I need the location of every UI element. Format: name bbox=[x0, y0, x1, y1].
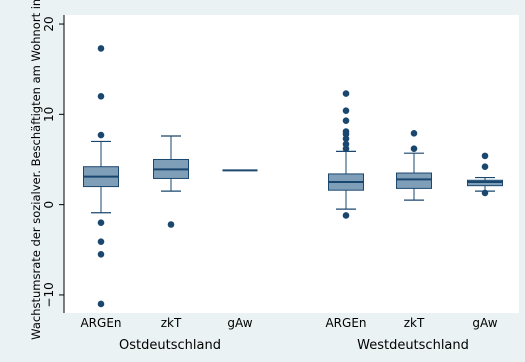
outlier-point bbox=[97, 219, 105, 226]
x-category-label: ARGEn bbox=[325, 316, 366, 330]
iqr-box bbox=[396, 172, 432, 189]
x-category-label: zkT bbox=[404, 316, 425, 330]
x-group-label: Westdeutschland bbox=[357, 338, 469, 353]
outlier-point bbox=[342, 135, 350, 143]
x-category-label: gAw bbox=[472, 316, 497, 330]
outlier-point bbox=[342, 117, 350, 124]
outlier-point bbox=[342, 212, 350, 219]
outlier-point bbox=[481, 189, 489, 197]
y-tick-label: 20 bbox=[42, 16, 56, 31]
outlier-point bbox=[342, 90, 350, 97]
y-tick-label: −10 bbox=[42, 282, 56, 307]
y-axis: −10 0 10 20 bbox=[42, 15, 65, 313]
outlier-point bbox=[410, 129, 418, 137]
plot-area bbox=[64, 15, 519, 313]
x-category-label: gAw bbox=[227, 316, 252, 330]
outlier-point bbox=[342, 145, 350, 152]
outlier-point bbox=[342, 130, 350, 138]
outlier-point bbox=[97, 45, 105, 52]
box-westdeutschland-zkt bbox=[396, 129, 432, 201]
box-ostdeutschland-zkt bbox=[153, 135, 189, 228]
x-category-label: ARGEn bbox=[80, 316, 121, 330]
box-westdeutschland-gaw bbox=[467, 152, 503, 197]
outlier-point bbox=[167, 221, 175, 228]
outlier-point bbox=[97, 251, 105, 258]
boxes-layer bbox=[83, 45, 503, 308]
outlier-point bbox=[97, 300, 105, 308]
outlier-point bbox=[481, 163, 489, 171]
box-ostdeutschland-argen bbox=[83, 45, 119, 308]
y-axis-label: Wachstumsrate der sozialver. Beschäftigt… bbox=[29, 0, 43, 340]
outlier-point bbox=[342, 140, 350, 148]
y-tick-label: 0 bbox=[42, 201, 56, 209]
box-westdeutschland-argen bbox=[328, 90, 364, 219]
outlier-point bbox=[481, 152, 489, 160]
outlier-point bbox=[410, 145, 418, 152]
outlier-point bbox=[97, 92, 105, 100]
outlier-point bbox=[97, 238, 105, 245]
x-group-label: Ostdeutschland bbox=[119, 338, 221, 353]
x-category-label: zkT bbox=[161, 316, 182, 330]
y-tick-label: 10 bbox=[42, 107, 56, 122]
outlier-point bbox=[97, 131, 105, 139]
outlier-point bbox=[342, 107, 350, 115]
